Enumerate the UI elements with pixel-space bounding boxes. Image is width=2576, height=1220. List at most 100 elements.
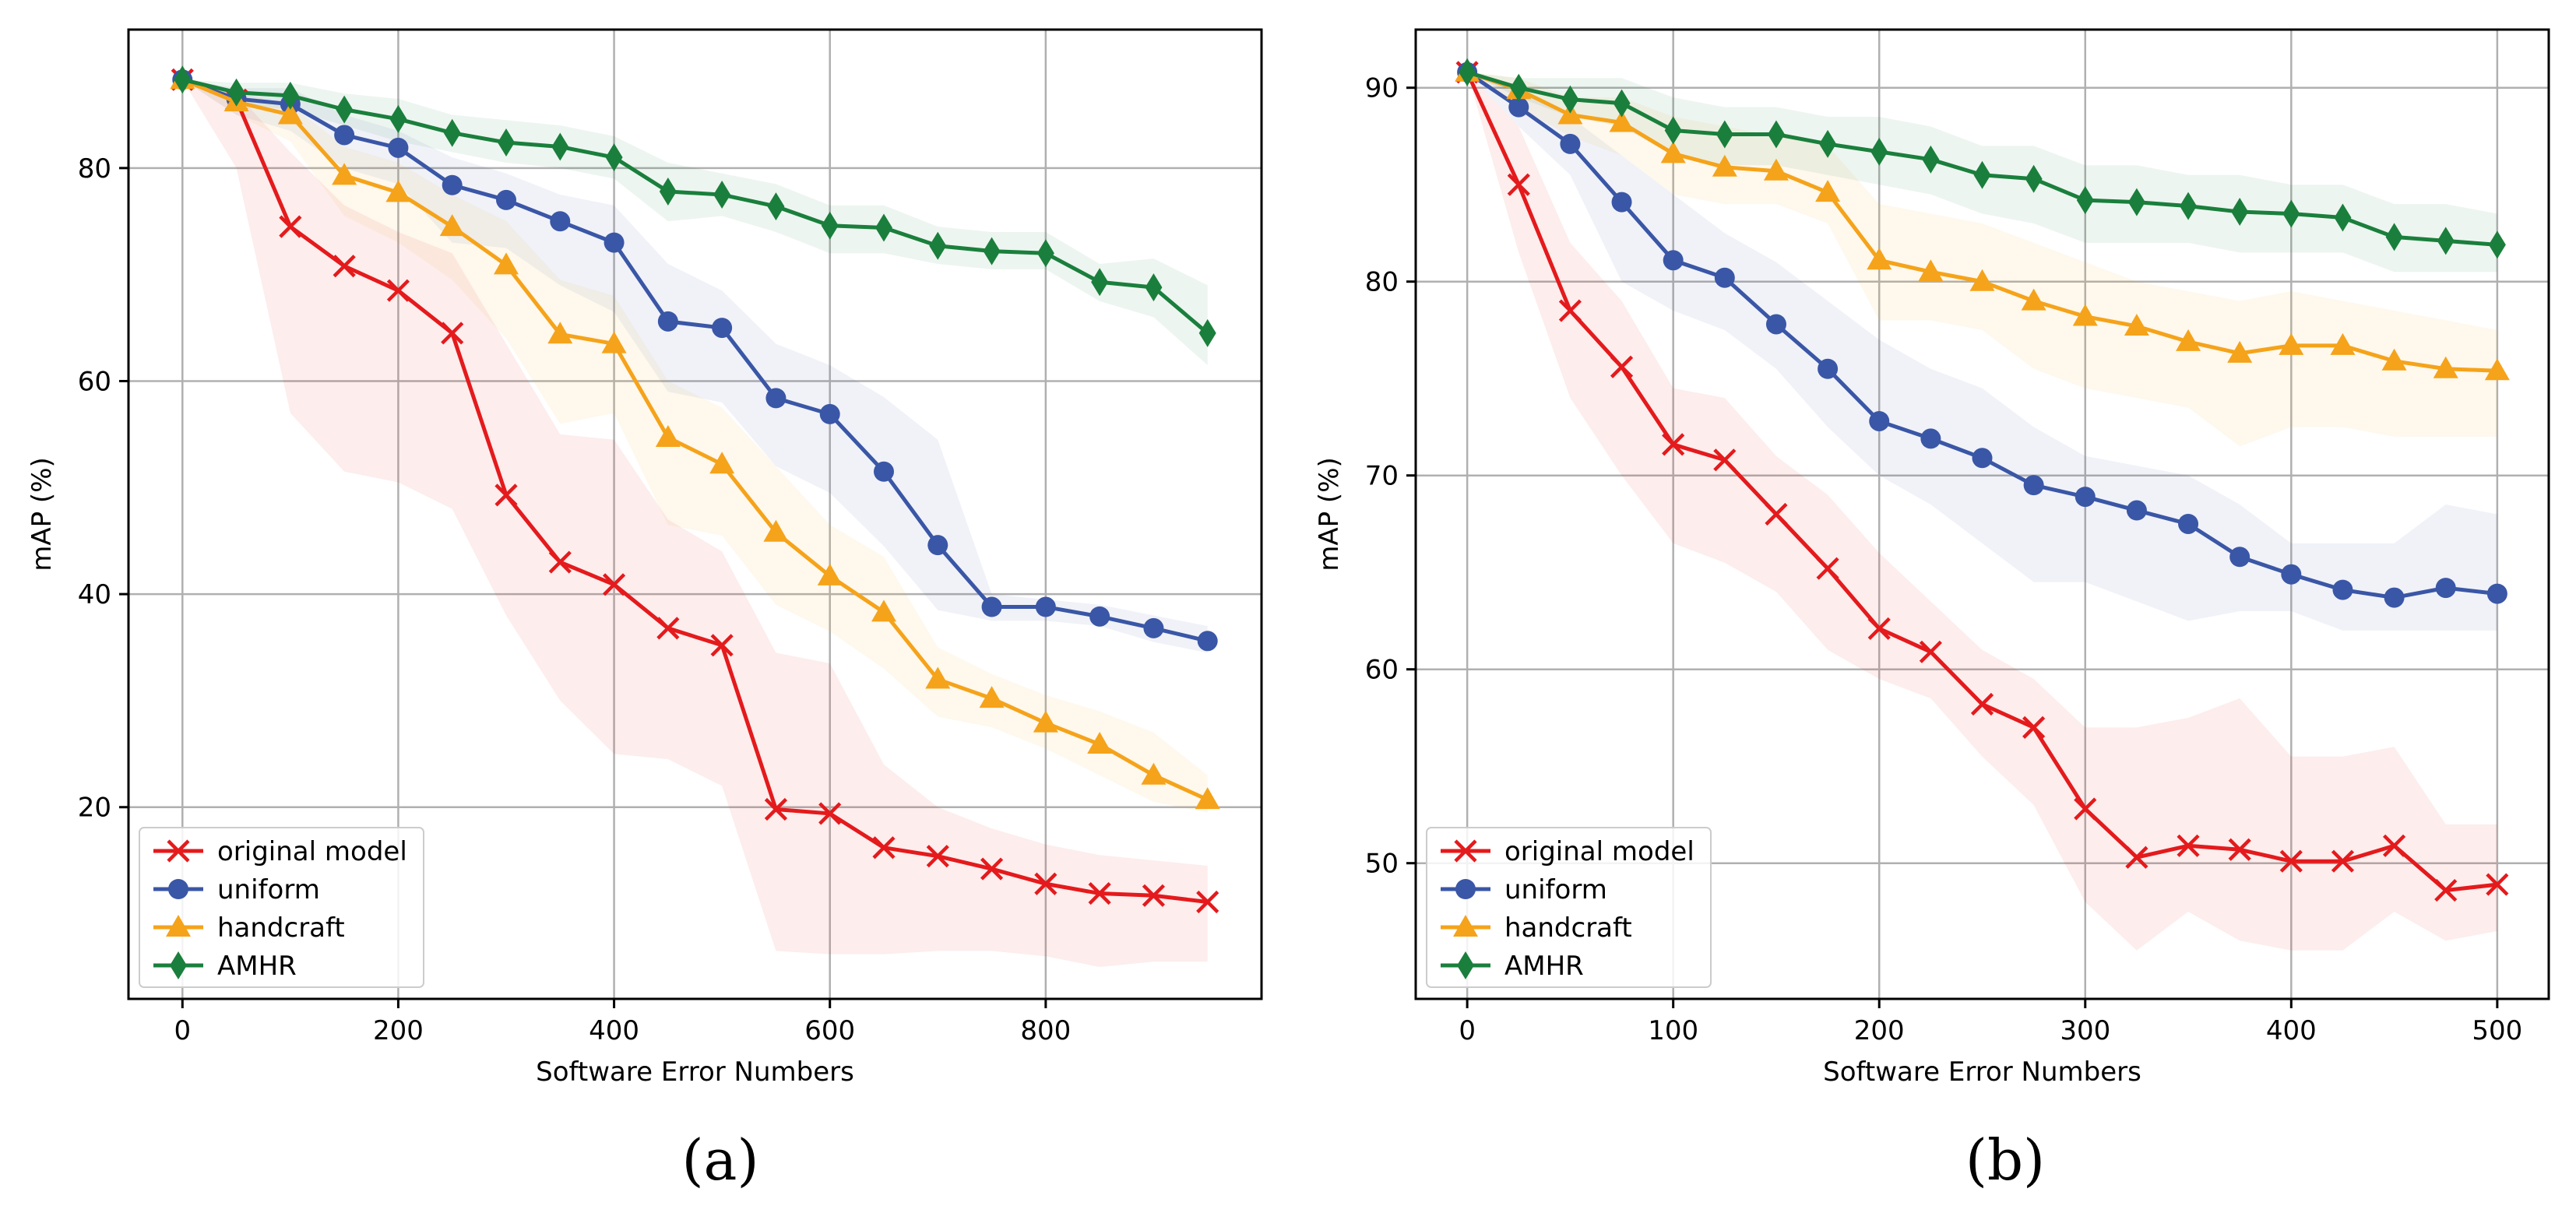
data-point-uniform [981,596,1002,617]
data-point-handcraft [439,214,465,237]
y-axis-label: mAP (%) [26,457,58,571]
data-point-amhr [443,118,461,147]
data-point-original-model [2434,878,2458,902]
data-point-handcraft [1141,762,1167,785]
data-point-original-model [2228,838,2251,861]
y-axis-label: mAP (%) [1314,457,1345,571]
data-point-uniform [1869,410,1890,431]
data-point-handcraft [1867,248,1892,270]
data-point-original-model [2331,849,2355,873]
legend-marker-amhr [1457,951,1474,979]
data-point-uniform [2178,513,2199,534]
data-point-handcraft [2433,356,2458,378]
data-point-uniform [1197,631,1218,652]
data-point-original-model [818,802,842,825]
data-point-handcraft [709,452,735,474]
data-point-amhr [2488,230,2506,259]
data-point-uniform [2281,564,2302,585]
data-point-amhr [2076,186,2094,215]
data-point-handcraft [2484,358,2510,381]
data-point-original-model [1088,881,1111,905]
y-tick-label: 80 [78,153,111,185]
legend: original model uniform handcraft AMHR [1426,827,1712,988]
data-point-handcraft [277,102,303,125]
y-tick-label: 50 [1365,849,1399,880]
y-tick-label: 60 [78,366,111,397]
data-point-handcraft [2227,340,2253,363]
data-point-amhr [821,211,839,240]
data-point-original-model [2486,873,2509,896]
data-point-amhr [2231,198,2249,227]
legend-box [139,827,424,988]
data-point-original-model [1816,557,1839,580]
data-point-handcraft [2176,329,2201,351]
x-axis-label: Software Error Numbers [1823,1057,2141,1088]
data-point-amhr [1922,145,1940,174]
data-point-uniform [1972,448,1993,469]
x-tick-label: 400 [2266,1015,2317,1046]
data-point-uniform [1714,267,1735,288]
data-point-uniform [1143,617,1164,638]
data-point-handcraft [494,252,519,275]
data-point-original-model [279,215,302,238]
y-tick-label: 20 [78,793,111,824]
data-point-original-model [926,845,949,868]
data-point-original-model [1034,872,1057,895]
x-tick-label: 300 [2060,1015,2110,1046]
data-point-amhr [498,128,515,157]
data-point-handcraft [1087,732,1113,754]
data-point-original-model [872,836,896,860]
data-point-handcraft [979,686,1005,708]
data-point-uniform [388,137,409,158]
data-point-amhr [605,143,623,172]
series-line-original-model [181,77,1209,904]
data-point-uniform [2486,583,2507,604]
data-point-handcraft [1195,787,1220,810]
chart-panel-b: 0 100 200 300 400 500 50 60 70 80 90 Software Error… [1314,28,2550,1088]
x-tick-label: 100 [1648,1015,1698,1046]
legend-marker-handcraft [166,915,191,937]
confidence-band-handcraft [182,79,1208,813]
data-point-amhr [1613,89,1631,118]
data-point-amhr [1459,58,1476,86]
legend-label-original-model: original model [217,836,407,867]
data-point-uniform [550,211,571,232]
data-point-original-model [1867,617,1891,641]
data-point-handcraft [2072,304,2098,326]
panel-caption-b: (b) [1965,1127,2045,1193]
data-point-handcraft [2124,313,2149,336]
legend-label-uniform: uniform [217,874,320,905]
data-point-handcraft [655,424,681,447]
data-point-original-model [2125,846,2148,869]
data-point-uniform [1560,133,1581,154]
data-point-amhr [2025,164,2043,193]
data-point-handcraft [332,163,357,185]
data-point-original-model [656,617,680,640]
data-point-uniform [496,189,516,210]
data-point-handcraft [1815,180,1841,202]
data-point-original-model [1662,433,1685,456]
legend-label-uniform: uniform [1504,874,1607,905]
legend-marker-uniform [1455,879,1476,899]
data-point-original-model [1142,884,1166,907]
x-tick-label: 200 [1854,1015,1905,1046]
data-point-amhr [227,78,245,107]
data-point-uniform [1818,358,1839,379]
data-point-uniform [1611,192,1632,213]
data-point-uniform [1920,428,1941,449]
data-point-amhr [174,65,192,94]
data-point-original-model [1713,448,1737,472]
y-tick-label: 80 [1365,267,1399,298]
legend-label-original-model: original model [1504,836,1694,867]
data-point-uniform [819,403,840,424]
data-point-handcraft [2330,332,2356,355]
data-point-original-model [1919,640,1942,663]
confidence-band-uniform [182,79,1208,653]
y-tick-label: 60 [1365,655,1399,686]
data-point-original-model [1970,692,1994,716]
legend: original model uniform handcraft AMHR [139,827,424,988]
series-line-handcraft [181,77,1209,802]
legend-label-amhr: AMHR [1504,951,1584,982]
confidence-band-original-model [182,79,1208,967]
